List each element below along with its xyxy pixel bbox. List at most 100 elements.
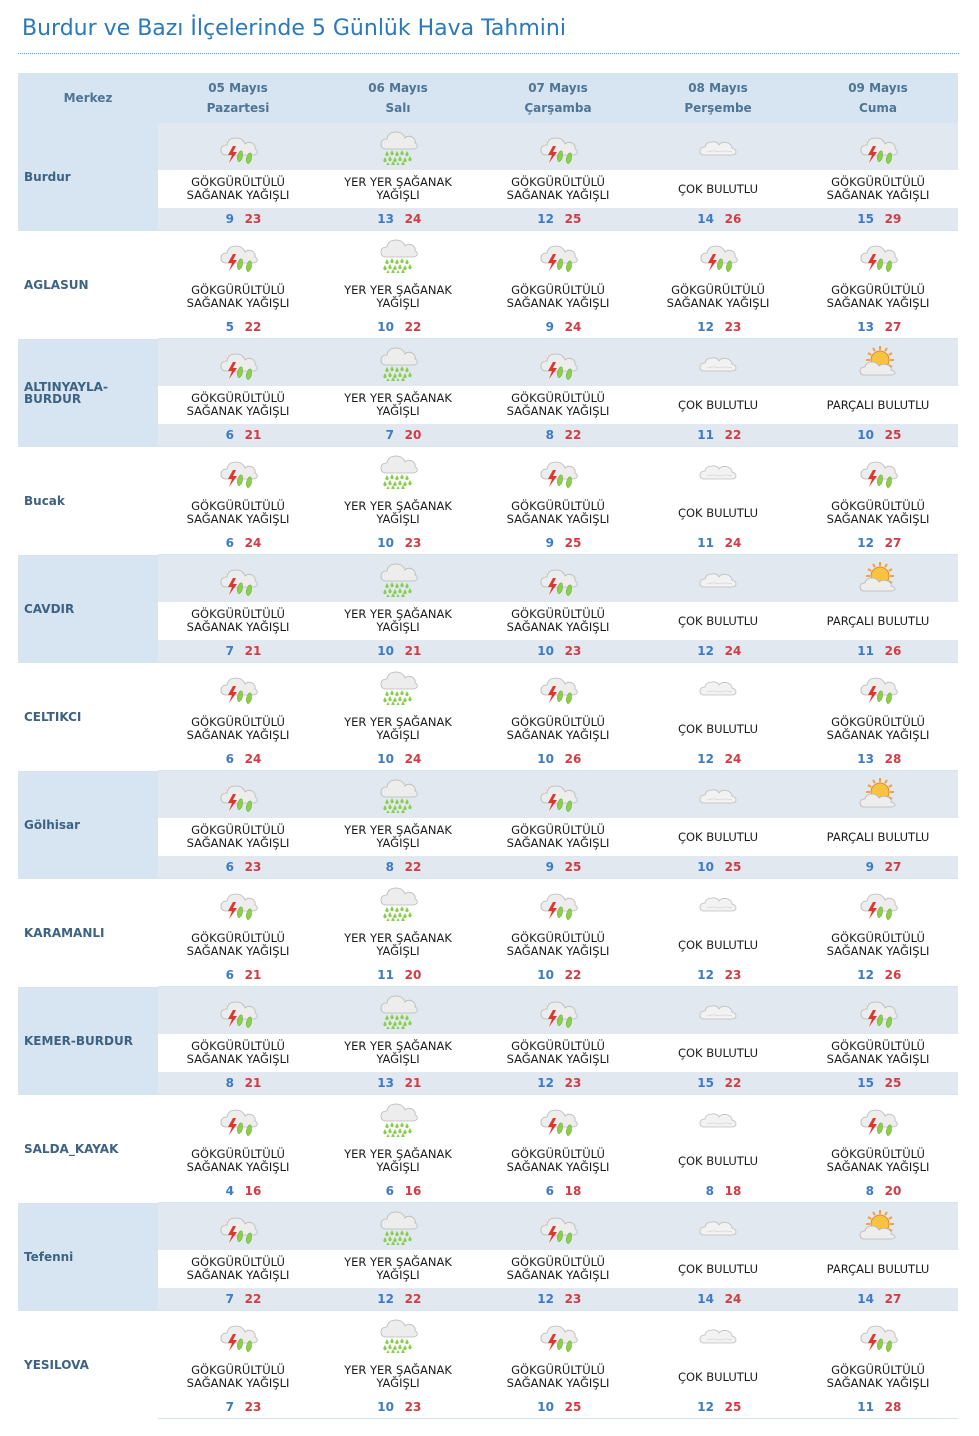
temperature-cell: 10 21	[318, 640, 478, 663]
weather-icon-cell	[158, 231, 318, 279]
weather-description-line2: SAĞANAK YAĞIŞLI	[186, 1052, 290, 1066]
city-desc-row: GÖKGÜRÜLTÜLÜ SAĞANAK YAĞIŞLI YER YER ŞAĞAN…	[18, 278, 958, 316]
city-row-tefenni: Tefenni	[18, 1202, 958, 1311]
temperature-cell: 14 24	[638, 1288, 798, 1311]
weather-description-line1: GÖKGÜRÜLTÜLÜ	[831, 931, 925, 945]
weather-icon-cell	[158, 447, 318, 495]
min-temperature: 14	[857, 1292, 874, 1306]
weather-description-line2: SAĞANAK YAĞIŞLI	[186, 944, 290, 958]
min-temperature: 10	[537, 644, 554, 658]
partly-cloudy-icon	[858, 561, 898, 591]
min-temperature: 6	[225, 968, 234, 982]
city-row-burdur: Burdur	[18, 123, 958, 231]
weather-icon-cell	[798, 231, 958, 279]
temperature-cell: 10 26	[478, 748, 638, 771]
temperature-cell: 10 22	[318, 316, 478, 339]
thunderstorm-icon	[538, 244, 578, 272]
max-temperature: 29	[884, 212, 902, 226]
max-temperature: 23	[564, 644, 582, 658]
max-temperature: 25	[884, 428, 902, 442]
weather-icon-cell	[158, 770, 318, 818]
thunderstorm-icon	[538, 784, 578, 812]
min-temperature: 7	[385, 428, 394, 442]
temperature-cell: 12 22	[318, 1288, 478, 1311]
min-temperature: 11	[697, 536, 714, 550]
weather-description: GÖKGÜRÜLTÜLÜ SAĞANAK YAĞIŞLI	[478, 1142, 638, 1180]
weather-icon-cell	[318, 663, 478, 711]
city-row-yesilova: YESILOVA	[18, 1311, 958, 1371]
weather-description-line2: YAĞIŞLI	[376, 188, 420, 202]
max-temperature: 24	[724, 752, 742, 766]
city-name: Tefenni	[18, 1202, 158, 1311]
weather-description: GÖKGÜRÜLTÜLÜ SAĞANAK YAĞIŞLI	[478, 170, 638, 208]
weather-description: ÇOK BULUTLU	[638, 386, 798, 424]
thunderstorm-icon	[858, 1324, 898, 1352]
weather-icon-cell	[158, 986, 318, 1034]
rain-showers-icon	[378, 1103, 418, 1137]
weather-description: ÇOK BULUTLU	[638, 1250, 798, 1288]
city-temp-row: 6 24 10 23 9 25 11 24 12 27	[18, 532, 958, 555]
weather-description: YER YER ŞAĞANAK YAĞIŞLI	[318, 494, 478, 532]
weather-description: GÖKGÜRÜLTÜLÜ SAĞANAK YAĞIŞLI	[798, 1034, 958, 1072]
weather-icon-cell	[158, 1202, 318, 1250]
weather-icon-cell	[318, 447, 478, 495]
temperature-cell: 15 25	[798, 1072, 958, 1095]
weather-description-line2: YAĞIŞLI	[376, 836, 420, 850]
weather-icon-cell	[638, 231, 798, 279]
city-temp-row: 6 21 11 20 10 22 12 23 12 26	[18, 964, 958, 987]
rain-showers-icon	[378, 1211, 418, 1245]
weather-description-line1: ÇOK BULUTLU	[677, 829, 759, 844]
temperature-cell: 12 24	[638, 748, 798, 771]
min-temperature: 10	[537, 1400, 554, 1414]
min-temperature: 6	[545, 1184, 554, 1198]
thunderstorm-icon	[218, 784, 258, 812]
min-temperature: 12	[697, 1400, 714, 1414]
city-desc-row: GÖKGÜRÜLTÜLÜ SAĞANAK YAĞIŞLI YER YER ŞAĞAN…	[18, 1358, 958, 1396]
max-temperature: 22	[244, 320, 262, 334]
min-temperature: 10	[377, 320, 394, 334]
max-temperature: 23	[404, 1400, 422, 1414]
city-name: Bucak	[24, 493, 65, 508]
weather-icon-cell	[318, 1311, 478, 1359]
max-temperature: 22	[564, 428, 582, 442]
weather-description-line1: GÖKGÜRÜLTÜLÜ	[511, 823, 605, 837]
min-temperature: 10	[377, 752, 394, 766]
city-desc-row: GÖKGÜRÜLTÜLÜ SAĞANAK YAĞIŞLI YER YER ŞAĞAN…	[18, 710, 958, 748]
thunderstorm-icon	[698, 244, 738, 272]
min-temperature: 13	[377, 1076, 394, 1090]
thunderstorm-icon	[538, 352, 578, 380]
city-temp-row: 7 23 10 23 10 25 12 25 11 28	[18, 1396, 958, 1419]
weather-description: GÖKGÜRÜLTÜLÜ SAĞANAK YAĞIŞLI	[478, 926, 638, 964]
weather-description: PARÇALI BULUTLU	[798, 818, 958, 856]
weather-description-line2: SAĞANAK YAĞIŞLI	[186, 1268, 290, 1282]
temperature-cell: 7 21	[158, 640, 318, 663]
weather-description: ÇOK BULUTLU	[638, 494, 798, 532]
city-desc-row: GÖKGÜRÜLTÜLÜ SAĞANAK YAĞIŞLI YER YER ŞAĞAN…	[18, 386, 958, 424]
temperature-cell: 12 23	[638, 964, 798, 987]
min-temperature: 10	[537, 968, 554, 982]
weather-icon-cell	[798, 1311, 958, 1359]
weather-description-line2: SAĞANAK YAĞIŞLI	[506, 1268, 610, 1282]
thunderstorm-icon	[538, 676, 578, 704]
temperature-cell: 14 27	[798, 1288, 958, 1311]
weather-description-line1: GÖKGÜRÜLTÜLÜ	[511, 391, 605, 405]
temperature-cell: 12 23	[478, 1072, 638, 1095]
weather-description-line1: GÖKGÜRÜLTÜLÜ	[191, 499, 285, 513]
thunderstorm-icon	[218, 1216, 258, 1244]
temperature-cell: 11 26	[798, 640, 958, 663]
weather-description-line1: ÇOK BULUTLU	[677, 721, 759, 736]
max-temperature: 24	[244, 536, 262, 550]
weather-description: YER YER ŞAĞANAK YAĞIŞLI	[318, 1142, 478, 1180]
weather-description: ÇOK BULUTLU	[638, 170, 798, 208]
temperature-cell: 6 18	[478, 1180, 638, 1203]
weather-icon-cell	[638, 770, 798, 818]
weather-description-line2: SAĞANAK YAĞIŞLI	[506, 296, 610, 310]
weather-description: YER YER ŞAĞANAK YAĞIŞLI	[318, 386, 478, 424]
max-temperature: 24	[564, 320, 582, 334]
city-name: YESILOVA	[24, 1357, 89, 1372]
weather-description-line2: YAĞIŞLI	[376, 404, 420, 418]
weather-description-line2: YAĞIŞLI	[376, 1160, 420, 1174]
weather-description: YER YER ŞAĞANAK YAĞIŞLI	[318, 278, 478, 316]
weather-icon-cell	[318, 1202, 478, 1250]
temperature-cell: 8 22	[318, 856, 478, 879]
